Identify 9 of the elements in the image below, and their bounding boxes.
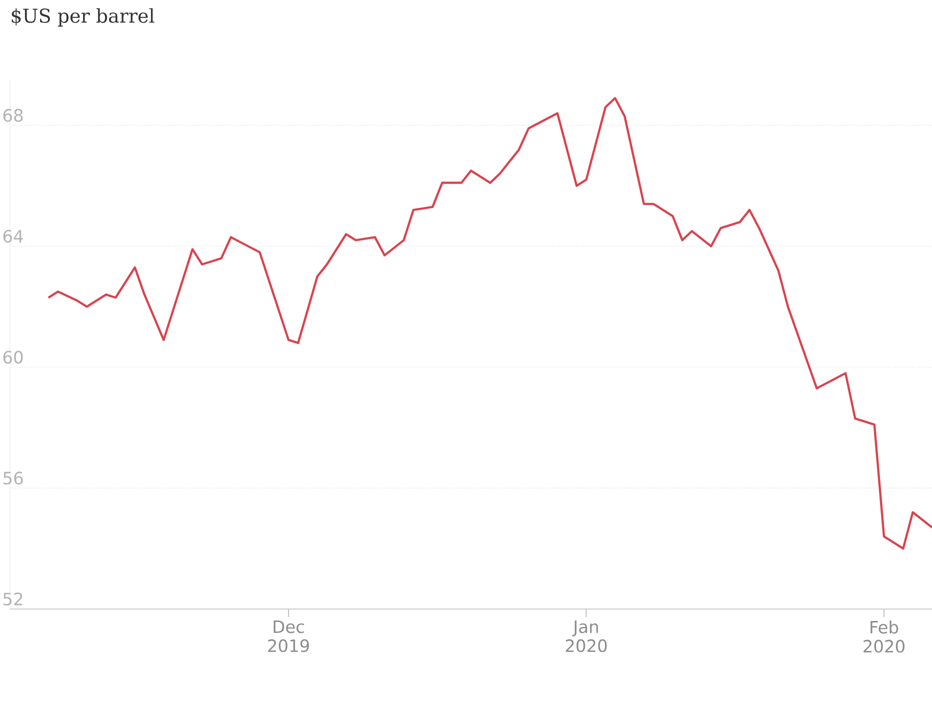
y-axis-title: $US per barrel (12, 8, 154, 27)
y-tick-label: 64 (3, 230, 23, 243)
x-tick-label: Dec 2019 (268, 620, 309, 652)
y-tick-label: 56 (4, 472, 23, 485)
y-tick-label: 60 (3, 350, 23, 364)
y-tick-label: 52 (4, 592, 22, 606)
y-tick-label: 68 (3, 108, 23, 122)
x-tick-label: Feb 2020 (864, 620, 904, 653)
x-tick-label: Jan 2020 (566, 620, 607, 652)
